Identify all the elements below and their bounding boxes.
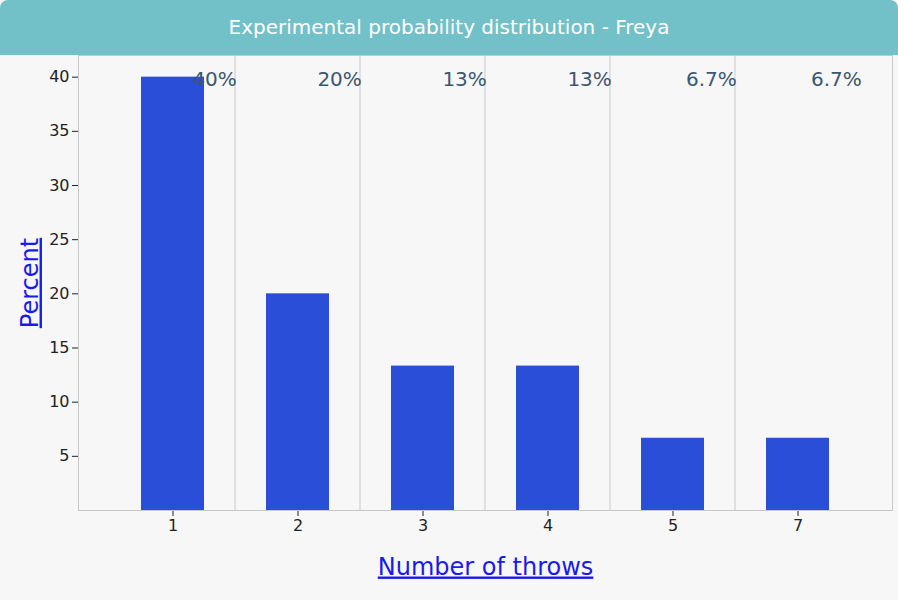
- svg-text:5: 5: [59, 446, 69, 465]
- svg-text:3: 3: [418, 516, 428, 535]
- svg-text:20: 20: [49, 284, 69, 303]
- svg-text:40%: 40%: [192, 67, 236, 91]
- svg-text:7: 7: [793, 516, 803, 535]
- svg-text:4: 4: [543, 516, 553, 535]
- svg-text:25: 25: [49, 230, 69, 249]
- svg-text:Percent: Percent: [16, 238, 44, 328]
- svg-text:40: 40: [49, 67, 69, 86]
- svg-text:13%: 13%: [442, 67, 486, 91]
- svg-text:1: 1: [168, 516, 178, 535]
- svg-text:5: 5: [668, 516, 678, 535]
- svg-text:13%: 13%: [567, 67, 611, 91]
- svg-text:15: 15: [49, 338, 69, 357]
- svg-text:35: 35: [49, 121, 69, 140]
- svg-text:30: 30: [49, 176, 69, 195]
- svg-text:2: 2: [293, 516, 303, 535]
- html-text:Experimental probability distr: Experimental probability distribution - …: [228, 15, 670, 39]
- svg-text:Number of throws: Number of throws: [378, 553, 594, 581]
- svg-text:10: 10: [49, 392, 69, 411]
- svg-text:6.7%: 6.7%: [811, 67, 862, 91]
- svg-text:20%: 20%: [317, 67, 361, 91]
- svg-text:6.7%: 6.7%: [686, 67, 737, 91]
